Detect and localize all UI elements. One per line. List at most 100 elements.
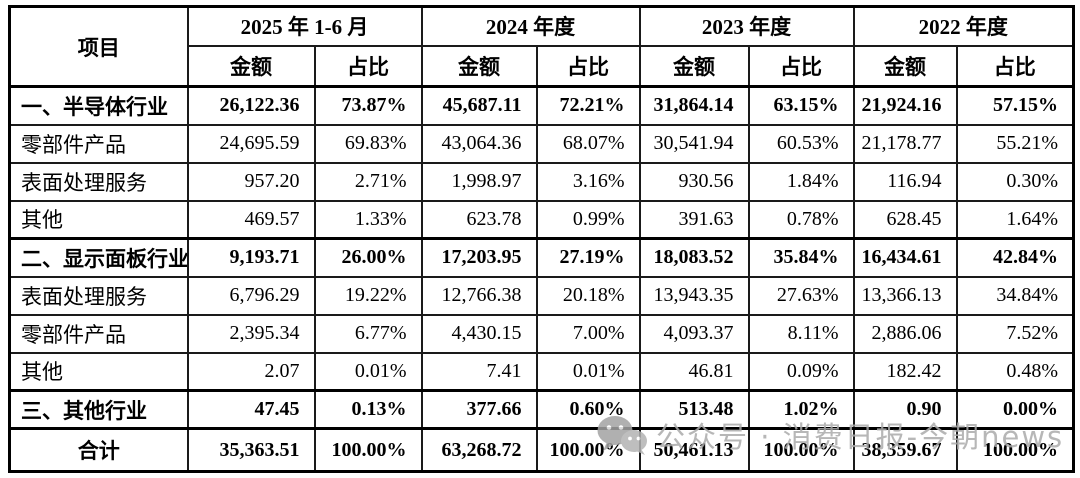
cell-ratio: 7.00%	[535, 313, 641, 354]
cell-ratio: 63.15%	[747, 85, 855, 126]
cell-amount: 6,796.29	[186, 275, 316, 316]
ratio-header: 占比	[747, 44, 855, 88]
cell-ratio: 35.84%	[747, 237, 855, 278]
table-row-other-industry: 三、其他行业 47.45 0.13% 377.66 0.60% 513.48 1…	[8, 389, 1075, 430]
row-label: 三、其他行业	[8, 389, 189, 430]
cell-ratio: 57.15%	[955, 85, 1075, 126]
cell-amount: 13,366.13	[852, 275, 958, 316]
cell-amount: 26,122.36	[186, 85, 316, 126]
cell-amount: 18,083.52	[638, 237, 750, 278]
cell-ratio: 8.11%	[747, 313, 855, 354]
cell-amount: 513.48	[638, 389, 750, 430]
cell-ratio: 0.78%	[747, 199, 855, 240]
cell-amount: 469.57	[186, 199, 316, 240]
cell-amount: 2,395.34	[186, 313, 316, 354]
item-column-header: 项目	[8, 5, 189, 88]
cell-ratio: 1.02%	[747, 389, 855, 430]
cell-amount: 35,363.51	[186, 427, 316, 473]
table-row-surface-treatment-display: 表面处理服务 6,796.29 19.22% 12,766.38 20.18% …	[8, 275, 1075, 316]
table-row-other-semiconductor: 其他 469.57 1.33% 623.78 0.99% 391.63 0.78…	[8, 199, 1075, 240]
cell-amount: 47.45	[186, 389, 316, 430]
cell-amount: 0.90	[852, 389, 958, 430]
cell-ratio: 100.00%	[535, 427, 641, 473]
cell-amount: 63,268.72	[420, 427, 538, 473]
cell-amount: 7.41	[420, 351, 538, 392]
table-row-display-panel: 二、显示面板行业 9,193.71 26.00% 17,203.95 27.19…	[8, 237, 1075, 278]
cell-ratio: 2.71%	[313, 161, 423, 202]
cell-amount: 43,064.36	[420, 123, 538, 164]
row-label: 零部件产品	[8, 123, 189, 164]
cell-ratio: 26.00%	[313, 237, 423, 278]
table-row-semiconductor: 一、半导体行业 26,122.36 73.87% 45,687.11 72.21…	[8, 85, 1075, 126]
cell-ratio: 55.21%	[955, 123, 1075, 164]
cell-ratio: 19.22%	[313, 275, 423, 316]
cell-ratio: 0.01%	[535, 351, 641, 392]
row-label: 表面处理服务	[8, 161, 189, 202]
cell-amount: 24,695.59	[186, 123, 316, 164]
cell-amount: 391.63	[638, 199, 750, 240]
cell-ratio: 0.01%	[313, 351, 423, 392]
cell-ratio: 20.18%	[535, 275, 641, 316]
cell-amount: 957.20	[186, 161, 316, 202]
cell-amount: 930.56	[638, 161, 750, 202]
row-label: 其他	[8, 199, 189, 240]
cell-amount: 4,093.37	[638, 313, 750, 354]
cell-amount: 377.66	[420, 389, 538, 430]
cell-amount: 31,864.14	[638, 85, 750, 126]
ratio-header: 占比	[955, 44, 1075, 88]
row-label: 其他	[8, 351, 189, 392]
row-label: 一、半导体行业	[8, 85, 189, 126]
cell-amount: 16,434.61	[852, 237, 958, 278]
ratio-header: 占比	[535, 44, 641, 88]
cell-ratio: 0.60%	[535, 389, 641, 430]
cell-ratio: 1.33%	[313, 199, 423, 240]
row-label: 二、显示面板行业	[8, 237, 189, 278]
cell-amount: 13,943.35	[638, 275, 750, 316]
cell-amount: 4,430.15	[420, 313, 538, 354]
period-header-2023: 2023 年度	[638, 5, 855, 47]
cell-ratio: 0.09%	[747, 351, 855, 392]
table-row-surface-treatment: 表面处理服务 957.20 2.71% 1,998.97 3.16% 930.5…	[8, 161, 1075, 202]
amount-header: 金额	[420, 44, 538, 88]
totals-row: 合计 35,363.51 100.00% 63,268.72 100.00% 5…	[8, 427, 1075, 473]
cell-amount: 46.81	[638, 351, 750, 392]
cell-ratio: 72.21%	[535, 85, 641, 126]
cell-amount: 12,766.38	[420, 275, 538, 316]
cell-ratio: 3.16%	[535, 161, 641, 202]
cell-ratio: 6.77%	[313, 313, 423, 354]
cell-amount: 21,924.16	[852, 85, 958, 126]
table-row-parts-products: 零部件产品 24,695.59 69.83% 43,064.36 68.07% …	[8, 123, 1075, 164]
table-row-parts-products-display: 零部件产品 2,395.34 6.77% 4,430.15 7.00% 4,09…	[8, 313, 1075, 354]
header-period-row: 项目 2025 年 1-6 月 2024 年度 2023 年度 2022 年度	[8, 5, 1075, 88]
cell-amount: 116.94	[852, 161, 958, 202]
cell-amount: 50,461.13	[638, 427, 750, 473]
cell-ratio: 0.99%	[535, 199, 641, 240]
cell-ratio: 0.48%	[955, 351, 1075, 392]
cell-ratio: 100.00%	[747, 427, 855, 473]
cell-ratio: 1.64%	[955, 199, 1075, 240]
cell-ratio: 69.83%	[313, 123, 423, 164]
cell-amount: 38,359.67	[852, 427, 958, 473]
revenue-by-industry-table: 项目 2025 年 1-6 月 2024 年度 2023 年度 2022 年度 …	[8, 5, 1075, 473]
header-sub-row: 金额 占比 金额 占比 金额 占比 金额 占比	[10, 44, 1075, 88]
cell-amount: 30,541.94	[638, 123, 750, 164]
cell-ratio: 27.19%	[535, 237, 641, 278]
cell-ratio: 7.52%	[955, 313, 1075, 354]
cell-amount: 45,687.11	[420, 85, 538, 126]
cell-amount: 2,886.06	[852, 313, 958, 354]
cell-ratio: 68.07%	[535, 123, 641, 164]
cell-ratio: 42.84%	[955, 237, 1075, 278]
amount-header: 金额	[852, 44, 958, 88]
cell-amount: 9,193.71	[186, 237, 316, 278]
cell-amount: 17,203.95	[420, 237, 538, 278]
cell-ratio: 60.53%	[747, 123, 855, 164]
row-label: 零部件产品	[8, 313, 189, 354]
row-label: 合计	[8, 427, 189, 473]
cell-amount: 1,998.97	[420, 161, 538, 202]
table-row-other-display: 其他 2.07 0.01% 7.41 0.01% 46.81 0.09% 182…	[8, 351, 1075, 392]
cell-ratio: 27.63%	[747, 275, 855, 316]
period-header-2024: 2024 年度	[420, 5, 641, 47]
cell-ratio: 1.84%	[747, 161, 855, 202]
cell-amount: 623.78	[420, 199, 538, 240]
